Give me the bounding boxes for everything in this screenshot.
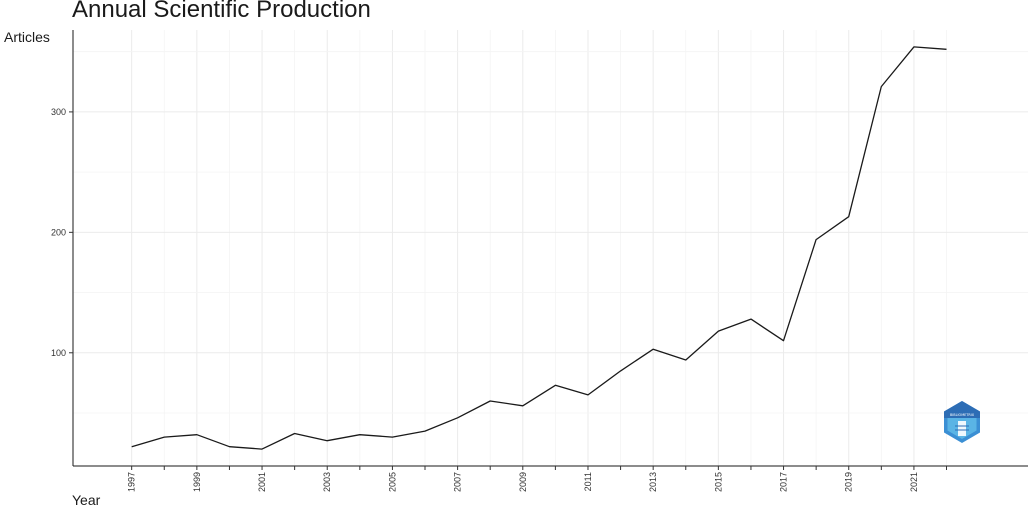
x-tick-label: 2017 — [779, 472, 789, 492]
x-tick-label: 2009 — [518, 472, 528, 492]
y-tick-label: 100 — [51, 348, 66, 358]
y-tick-label: 200 — [51, 227, 66, 237]
y-axis-label: Articles — [4, 29, 50, 45]
x-tick-label: 2015 — [713, 472, 723, 492]
bibliometrix-logo: BIBLIOMETRIX — [944, 401, 980, 443]
x-tick-label: 2021 — [909, 472, 919, 492]
x-tick-label: 1999 — [192, 472, 202, 492]
x-tick-label: 2003 — [322, 472, 332, 492]
x-tick-label: 1997 — [127, 472, 137, 492]
series-line — [131, 46, 947, 450]
axes — [69, 30, 1028, 470]
x-tick-label: 2001 — [257, 472, 267, 492]
y-tick-label: 300 — [51, 107, 66, 117]
x-tick-label: 2005 — [387, 472, 397, 492]
x-tick-label: 2011 — [583, 472, 593, 491]
tick-labels: 100 200 300 1997 1999 2001 2003 2005 2007 2009 201… — [51, 107, 919, 492]
x-axis-label: Year — [72, 492, 101, 508]
x-tick-label: 2019 — [844, 472, 854, 492]
x-tick-label: 2013 — [648, 472, 658, 492]
x-tick-label: 2007 — [453, 472, 463, 492]
series-group — [131, 46, 947, 450]
chart-title: Annual Scientific Production — [72, 0, 371, 23]
grid — [73, 30, 1028, 466]
svg-text:BIBLIOMETRIX: BIBLIOMETRIX — [950, 413, 975, 417]
